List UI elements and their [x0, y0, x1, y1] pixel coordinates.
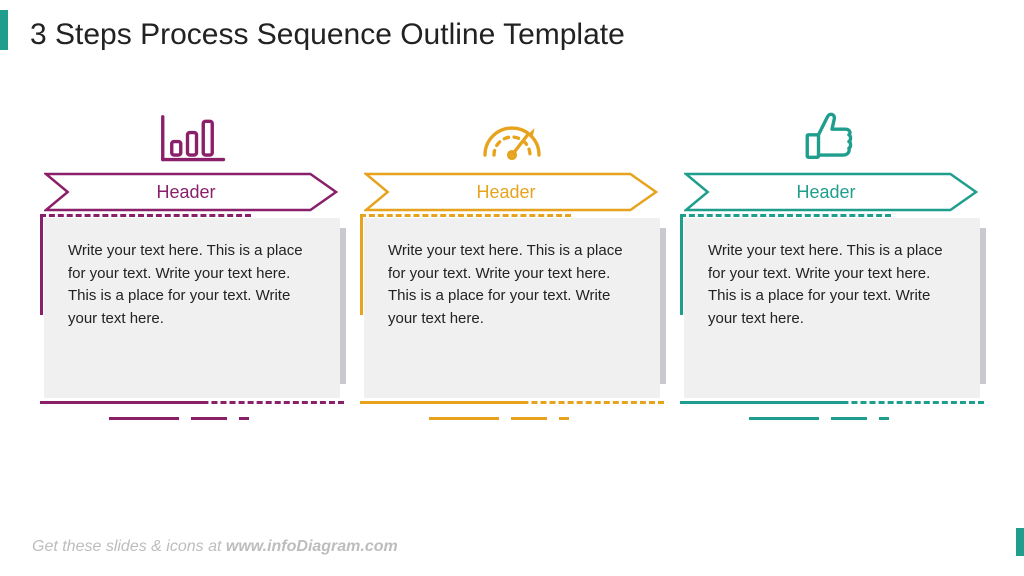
- step-2-header-label: Header: [364, 172, 660, 212]
- step-1-header-label: Header: [44, 172, 340, 212]
- step-3-accent-lines: [749, 417, 889, 420]
- step-1-box: Write your text here. This is a place fo…: [44, 218, 340, 398]
- step-3-body: Write your text here. This is a place fo…: [684, 218, 980, 398]
- step-2-box: Write your text here. This is a place fo…: [364, 218, 660, 398]
- step-2-header-arrow: Header: [364, 172, 660, 212]
- footer-credit: Get these slides & icons at www.infoDiag…: [32, 538, 398, 556]
- step-2-body: Write your text here. This is a place fo…: [364, 218, 660, 398]
- step-2: Header Write your text here. This is a p…: [364, 110, 660, 398]
- accent-left-bar: [0, 10, 8, 50]
- footer-prefix: Get these slides & icons at: [32, 538, 226, 555]
- thumbs-up-icon: [684, 110, 980, 164]
- step-1: Header Write your text here. This is a p…: [44, 110, 340, 398]
- step-3-header-label: Header: [684, 172, 980, 212]
- step-1-body: Write your text here. This is a place fo…: [44, 218, 340, 398]
- step-2-accent-lines: [429, 417, 569, 420]
- slide: 3 Steps Process Sequence Outline Templat…: [0, 0, 1024, 576]
- footer-brand: www.infoDiagram.com: [226, 538, 398, 555]
- gauge-icon: [364, 110, 660, 164]
- step-1-header-arrow: Header: [44, 172, 340, 212]
- steps-row: Header Write your text here. This is a p…: [44, 110, 980, 398]
- step-1-accent-lines: [109, 417, 249, 420]
- step-3-box: Write your text here. This is a place fo…: [684, 218, 980, 398]
- bar-chart-icon: [44, 110, 340, 164]
- step-3: Header Write your text here. This is a p…: [684, 110, 980, 398]
- step-3-header-arrow: Header: [684, 172, 980, 212]
- page-title: 3 Steps Process Sequence Outline Templat…: [30, 18, 625, 52]
- accent-right-bar: [1016, 528, 1024, 556]
